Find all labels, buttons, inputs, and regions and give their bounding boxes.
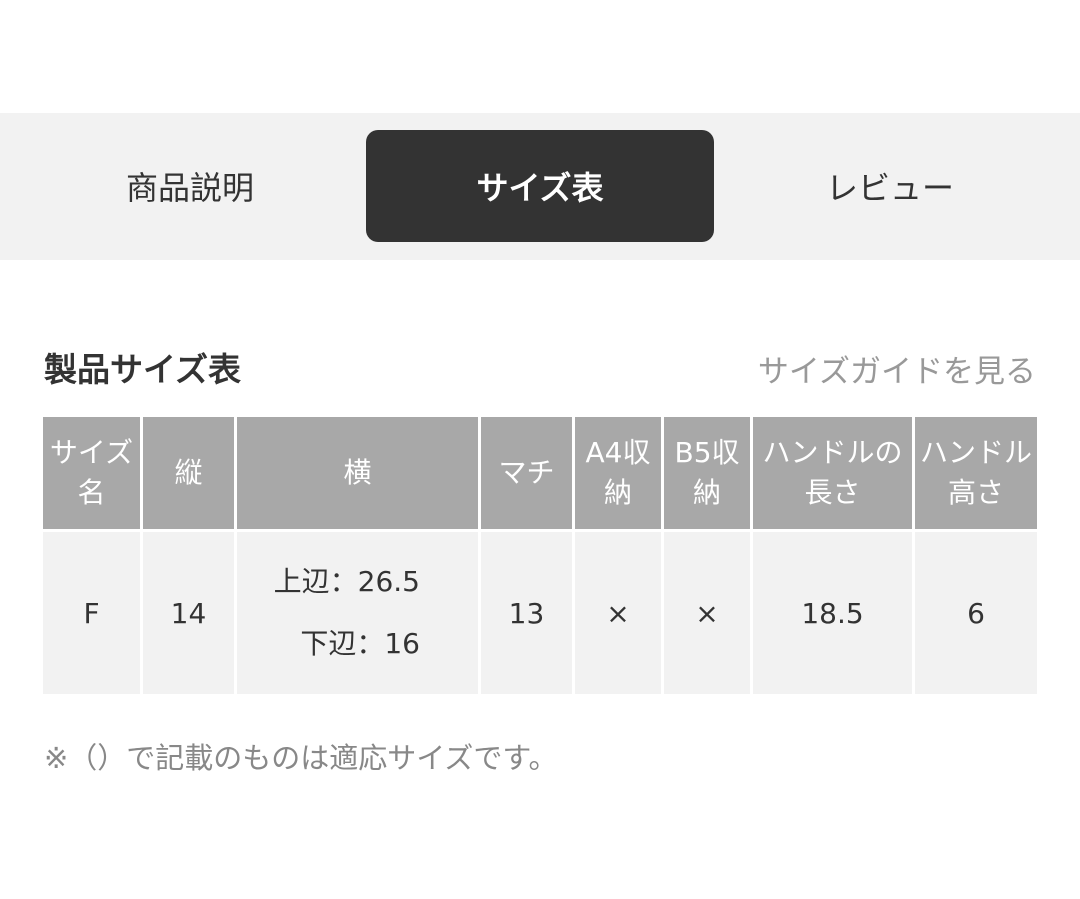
footnote: ※（）で記載のものは適応サイズです。: [44, 741, 558, 775]
header-handle-height: ハンドル高さ: [915, 417, 1037, 529]
tab-bar: 商品説明 サイズ表 レビュー: [0, 113, 1080, 260]
cell-gusset: 13: [481, 532, 572, 694]
cell-handle-height: 6: [915, 532, 1037, 694]
table-header-row: サイズ名 縦 横 マチ A4収納 B5収納 ハンドルの長さ ハンドル高さ: [43, 417, 1037, 529]
width-bottom: 下辺：16: [300, 627, 420, 660]
size-guide-link[interactable]: サイズガイドを見る: [757, 354, 1036, 390]
header-gusset: マチ: [481, 417, 572, 529]
cell-size: F: [43, 532, 140, 694]
header-handle-length: ハンドルの長さ: [753, 417, 912, 529]
tab-product-description[interactable]: 商品説明: [125, 169, 254, 207]
header-height: 縦: [143, 417, 234, 529]
cell-a4: ×: [575, 532, 661, 694]
header-size-name: サイズ名: [43, 417, 140, 529]
cell-width: 上辺：26.5 下辺：16: [237, 532, 478, 694]
table-row: F 14 上辺：26.5 下辺：16 13 × × 18.5 6: [43, 532, 1037, 694]
tab-reviews[interactable]: レビュー: [825, 169, 954, 207]
cell-handle-length: 18.5: [753, 532, 912, 694]
tab-size-chart[interactable]: サイズ表: [366, 130, 714, 242]
cell-b5: ×: [664, 532, 750, 694]
cell-height: 14: [143, 532, 234, 694]
section-title: 製品サイズ表: [44, 350, 242, 389]
width-top: 上辺：26.5: [273, 565, 420, 598]
size-table: サイズ名 縦 横 マチ A4収納 B5収納 ハンドルの長さ ハンドル高さ F 1…: [40, 414, 1040, 697]
header-a4: A4収納: [575, 417, 661, 529]
header-width: 横: [237, 417, 478, 529]
header-b5: B5収納: [664, 417, 750, 529]
